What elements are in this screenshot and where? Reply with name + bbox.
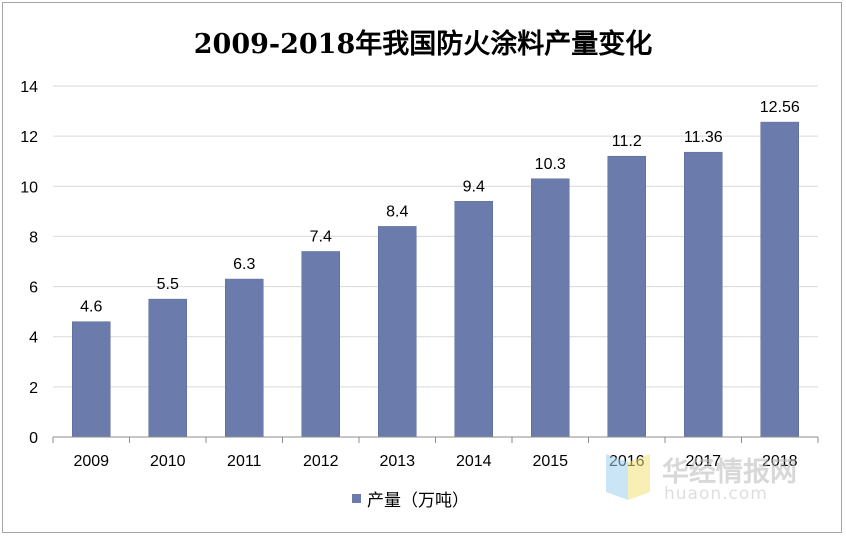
y-tick-label: 10: [20, 179, 38, 196]
data-label: 4.6: [80, 299, 102, 316]
y-tick-label: 14: [20, 79, 38, 96]
bar: [378, 226, 417, 438]
bar: [454, 201, 493, 438]
legend-swatch: [352, 493, 361, 503]
y-tick-label: 4: [29, 330, 38, 347]
x-tick-label: 2017: [685, 453, 721, 470]
x-tick-label: 2013: [379, 453, 415, 470]
data-label: 6.3: [233, 256, 255, 273]
y-tick-label: 0: [29, 430, 38, 447]
bars: [72, 121, 799, 438]
chart-title: 2009-2018年我国防火涂料产量变化: [193, 29, 653, 60]
legend: 产量（万吨）: [352, 488, 469, 511]
data-label: 9.4: [463, 178, 485, 195]
bar: [760, 121, 799, 438]
y-tick-label: 8: [29, 229, 38, 246]
bar: [148, 298, 187, 438]
data-label: 5.5: [157, 276, 179, 293]
data-label: 11.36: [684, 129, 723, 146]
x-tick-label: 2010: [150, 453, 186, 470]
y-tick-label: 6: [29, 280, 38, 297]
bar: [684, 151, 723, 438]
data-label: 12.56: [760, 99, 800, 116]
axes: 0 2 4 6 8 10 12 14 2009 2010 2011 2012 2013 2014 2015 2…: [20, 79, 819, 470]
x-tick-label: 2012: [303, 453, 339, 470]
data-label: 8.4: [386, 203, 408, 220]
x-tick-label: 2018: [762, 453, 798, 470]
bar: [531, 178, 570, 438]
data-label: 11.2: [612, 133, 642, 150]
legend-label: 产量（万吨）: [367, 490, 469, 511]
y-tick-label: 2: [29, 380, 38, 397]
bar: [225, 278, 264, 438]
data-label: 7.4: [310, 228, 332, 245]
bar: [72, 321, 111, 438]
bar: [301, 251, 340, 438]
y-tick-label: 12: [20, 129, 38, 146]
x-tick-label: 2011: [227, 453, 262, 470]
x-tick-label: 2015: [532, 453, 568, 470]
data-labels: 4.6 5.5 6.3 7.4 8.4 9.4 10.3 11.2 11.36 12.56: [80, 99, 800, 316]
x-tick-label: 2014: [456, 453, 492, 470]
x-tick-label: 2009: [73, 453, 109, 470]
bar: [607, 155, 646, 438]
x-tick-label: 2016: [609, 453, 645, 470]
data-label: 10.3: [535, 156, 566, 173]
